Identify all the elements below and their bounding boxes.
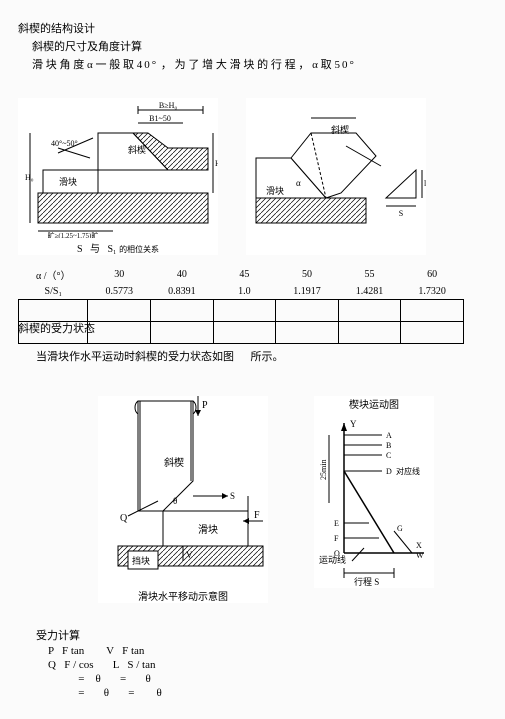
figure-4: 楔块运动图 Y A B C D 对应线 25min: [314, 396, 434, 588]
f3-s: S: [230, 491, 235, 501]
th-c6: 60: [401, 265, 464, 284]
formulas-section: 受力计算 P F tan V F tan Q F / cos L S / tan…: [18, 627, 487, 699]
stroke-label: 行程 S: [354, 576, 379, 587]
motion-label: 运动线: [319, 554, 346, 565]
figure-row-1: 滑块 斜楔 B≥H₀ B1~50 40°~50° H₀: [18, 98, 487, 255]
th-ratio: S/S₁: [19, 284, 88, 300]
formula-row-2: Q F / cos L S / tan: [48, 659, 487, 671]
th-c4: 50: [276, 265, 339, 284]
box-1: [88, 300, 151, 322]
box-3b: [213, 322, 275, 344]
alpha-val-1: 40°: [137, 59, 158, 71]
figure-1-right: 斜楔 滑块 α S l: [246, 98, 426, 255]
th-c3: 45: [213, 265, 275, 284]
label-slide2: 滑块: [266, 185, 284, 196]
th-c5: 55: [338, 265, 401, 284]
tv-5: 1.4281: [338, 284, 401, 300]
th-alpha: α /（°）: [19, 265, 88, 284]
cap-c: 的相位关系: [119, 245, 159, 254]
box-4: [276, 300, 339, 322]
alpha-val-2: 50°: [334, 59, 355, 71]
dim-h0: H₀: [25, 173, 34, 182]
pt-b: B: [386, 441, 391, 450]
pt-g: G: [397, 524, 403, 533]
section2-title: 斜楔的受力状态: [18, 320, 95, 336]
section2-suffix: 所示。: [251, 351, 284, 363]
l-label: l: [424, 179, 426, 188]
cap-a: S: [77, 244, 83, 255]
alpha-text-1: 滑 块 角 度 α 一 般 取: [32, 59, 134, 71]
title: 斜楔的结构设计: [18, 20, 487, 36]
th-c2: 40: [151, 265, 214, 284]
pt-a: A: [386, 431, 392, 440]
th-c1: 30: [88, 265, 151, 284]
box-3: [213, 300, 275, 322]
box-0: [19, 300, 88, 322]
box-5: [338, 300, 401, 322]
alpha-2: α: [296, 178, 301, 188]
cap-mid: 与: [90, 244, 100, 255]
fig3-caption: 滑块水平移动示意图: [98, 588, 268, 603]
label-slide: 滑块: [59, 176, 77, 187]
s-label: S: [399, 209, 403, 218]
box-6: [401, 300, 464, 322]
label-wedge: 斜楔: [128, 144, 146, 155]
alpha-line: 滑 块 角 度 α 一 般 取 40° ， 为 了 增 大 滑 块 的 行 程 …: [32, 56, 487, 72]
tv-6: 1.7320: [401, 284, 464, 300]
box-2b: [151, 322, 214, 344]
y-label: Y: [350, 419, 357, 429]
dim-top: B≥H₀: [159, 101, 178, 110]
angle-label: 40°~50°: [51, 139, 78, 148]
formula-row-1: P F tan V F tan: [48, 645, 487, 657]
figure-row-2: 斜楔 P 滑块 挡块 S F: [98, 396, 487, 603]
pt-d: D: [386, 467, 392, 476]
pt-f: F: [334, 534, 339, 543]
f3-f: F: [254, 510, 260, 521]
box-6b: [401, 322, 464, 344]
f3-block: 挡块: [132, 555, 150, 566]
figure-3: 斜楔 P 滑块 挡块 S F: [98, 396, 268, 603]
dim-bottom: 旷≥(1.25~1.75)旷: [48, 231, 99, 238]
box-1b: [88, 322, 151, 344]
box-5b: [338, 322, 401, 344]
f3-slide: 滑块: [198, 524, 218, 536]
section2-line: 当滑块作水平运动时斜楔的受力状态如图: [36, 351, 234, 363]
f3-q: Q: [120, 513, 128, 524]
dline: 对应线: [396, 466, 420, 476]
pt-w: W: [416, 551, 424, 560]
tv-2: 0.8391: [151, 284, 214, 300]
fig4-title: 楔块运动图: [314, 396, 434, 411]
f3-wedge: 斜楔: [164, 456, 184, 469]
tv-1: 0.5773: [88, 284, 151, 300]
tv-4: 1.1917: [276, 284, 339, 300]
tv-3: 1.0: [213, 284, 275, 300]
formula-row-4: = θ = θ: [48, 687, 487, 699]
cap-b: S₁: [108, 244, 117, 255]
dim-top2: B1~50: [149, 114, 171, 123]
pt-c: C: [386, 451, 391, 460]
label-wedge2: 斜楔: [331, 124, 349, 135]
alpha-text-2: ， 为 了 增 大 滑 块 的 行 程 ， α 取: [161, 59, 332, 71]
pt-x: X: [416, 541, 422, 550]
figure-1-caption: S 与 S₁ 的相位关系: [18, 240, 218, 255]
f3-p: P: [202, 400, 208, 411]
25min: 25min: [319, 460, 328, 480]
dim-h2: H₂: [215, 159, 218, 168]
f3-theta: θ: [173, 496, 177, 506]
figure-1-left: 滑块 斜楔 B≥H₀ B1~50 40°~50° H₀: [18, 98, 218, 255]
sub-heading: 斜楔的尺寸及角度计算: [32, 38, 487, 54]
box-4b: [276, 322, 339, 344]
formula-row-3: = θ = θ: [48, 673, 487, 685]
f3-v: V: [186, 550, 193, 560]
formula-title: 受力计算: [36, 627, 487, 643]
pt-e: E: [334, 519, 339, 528]
box-2: [151, 300, 214, 322]
